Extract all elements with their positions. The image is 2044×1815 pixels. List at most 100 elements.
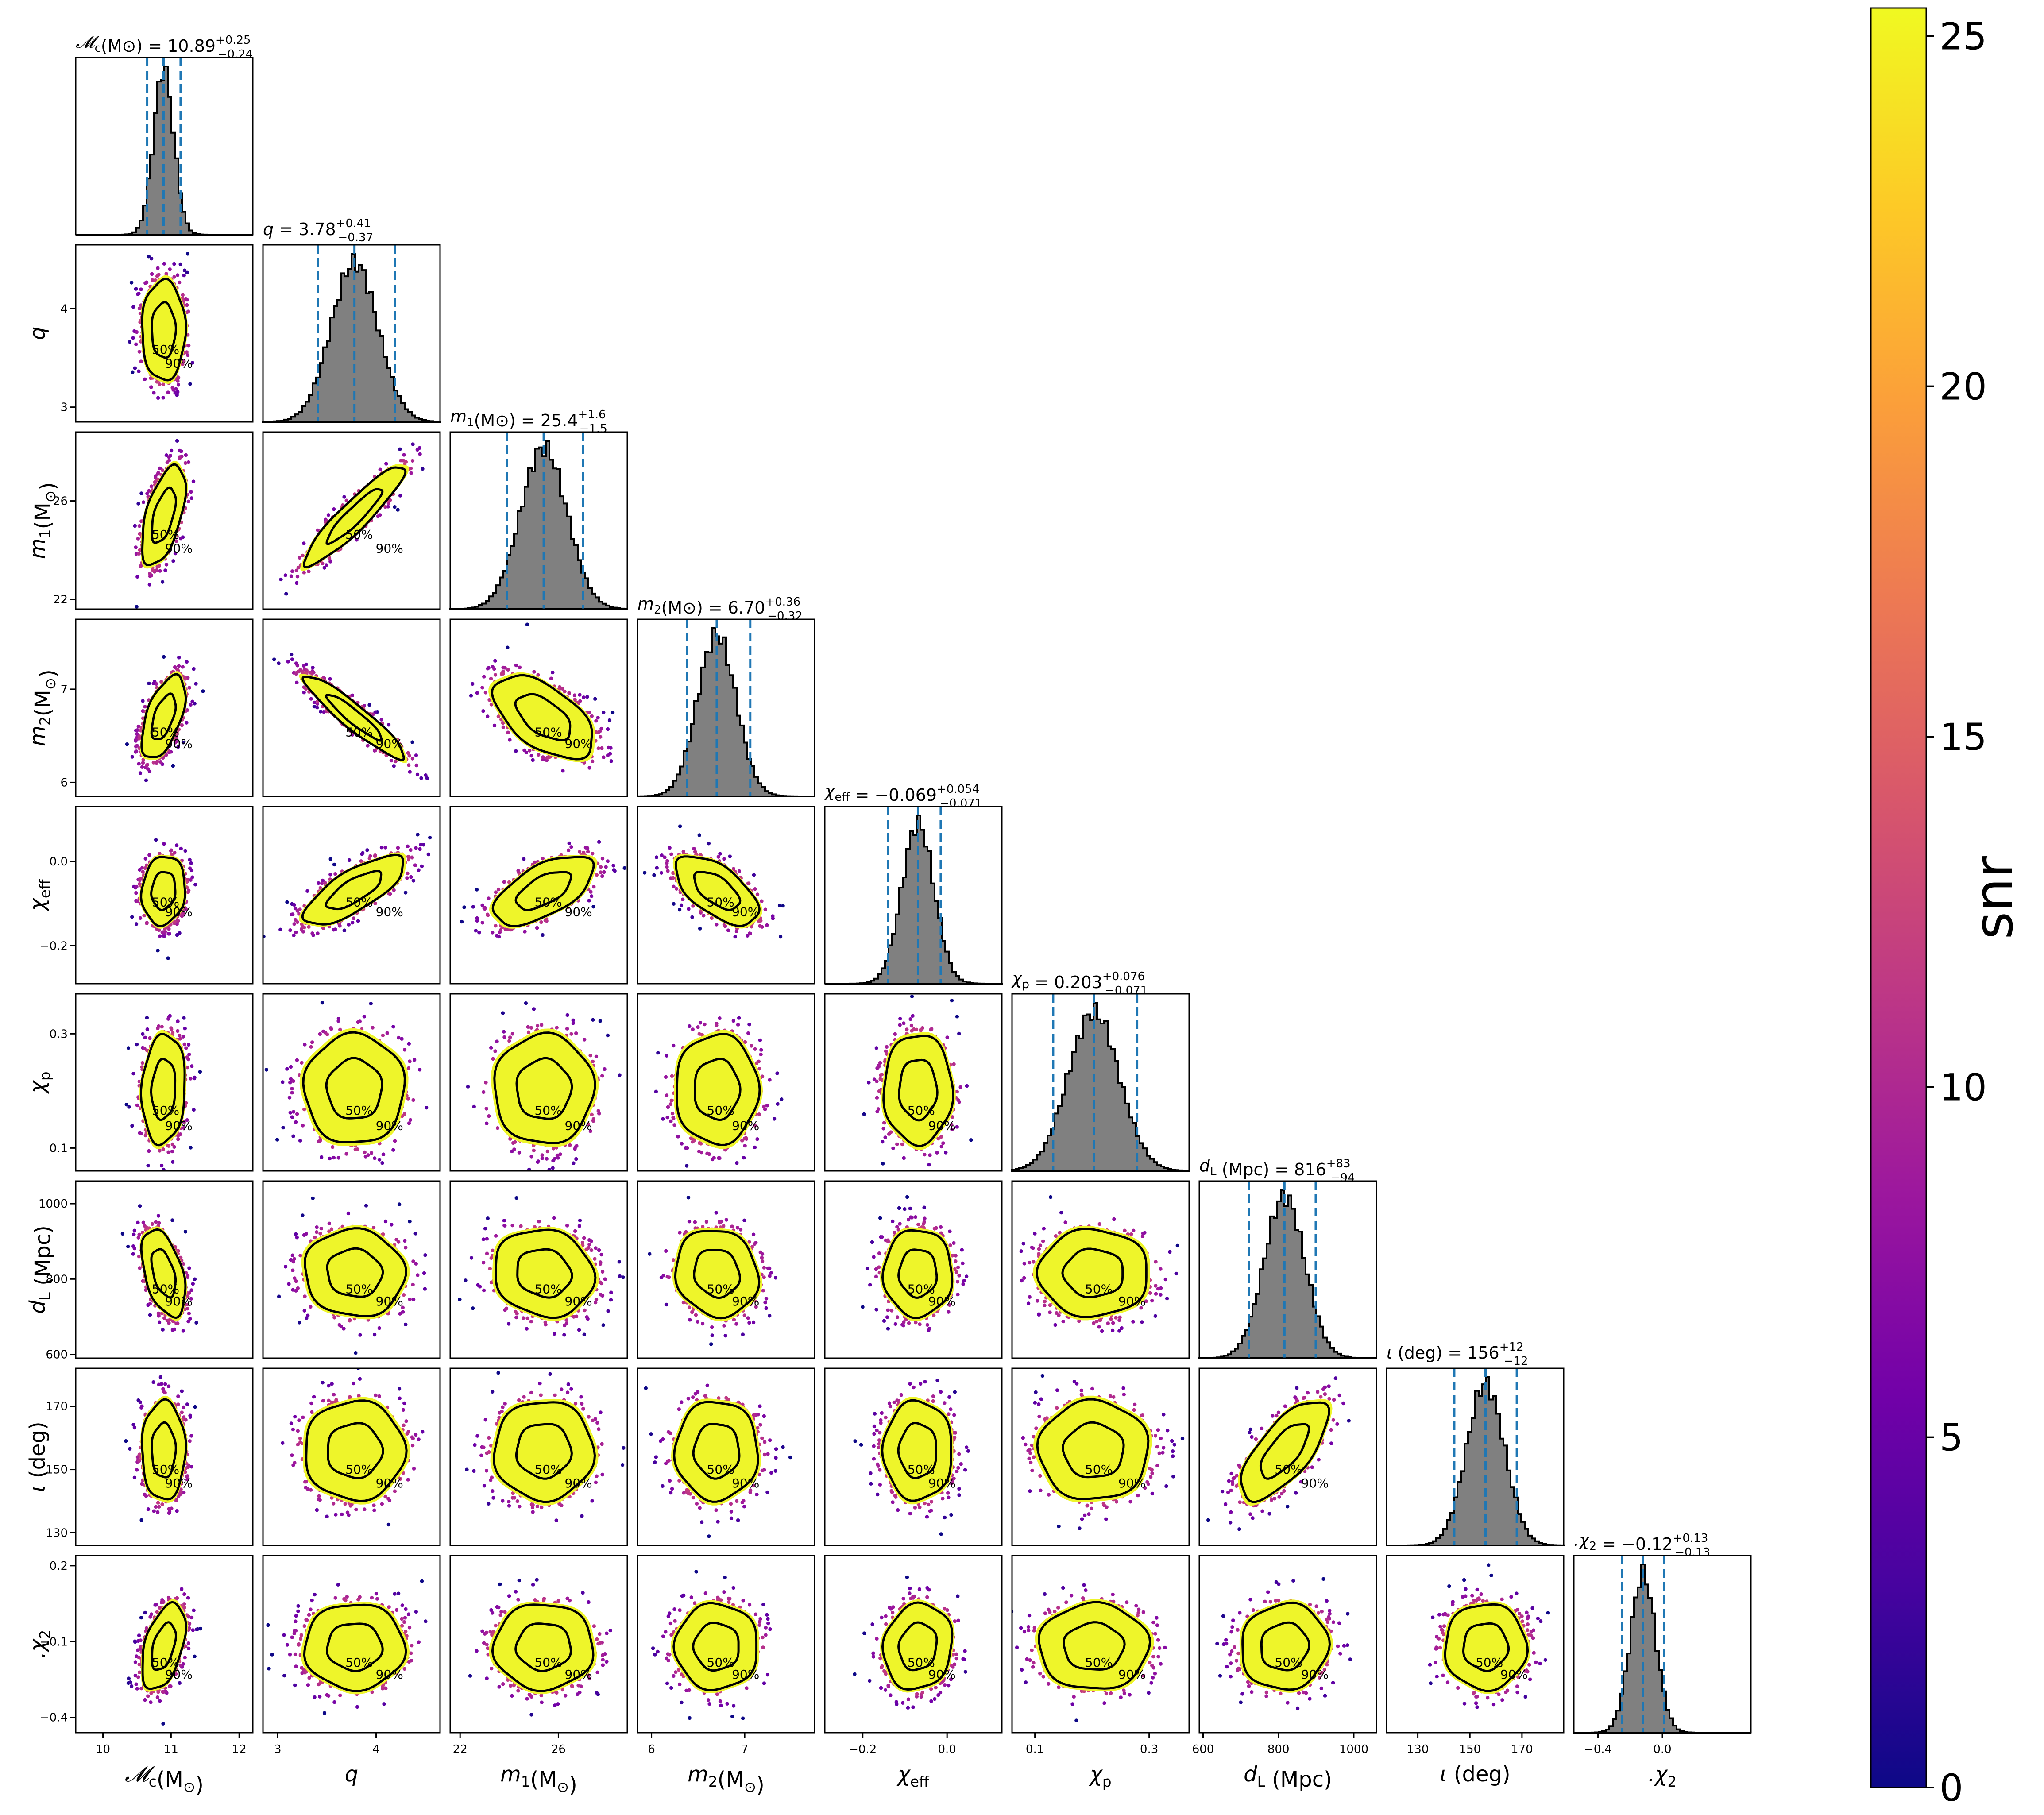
- contour-label-50: 50%: [1085, 1282, 1113, 1296]
- contour-label-90: 90%: [376, 737, 403, 751]
- hist-panel-2: m1(M⊙) = 25.4+1.6 −1.5: [449, 407, 628, 610]
- contour-90: [141, 278, 187, 382]
- contour-label-50: 50%: [534, 1282, 562, 1296]
- contour-50: [1062, 1421, 1125, 1479]
- contour-label-50: 50%: [345, 1103, 373, 1118]
- contour-50: [326, 1247, 384, 1298]
- contour-label-90: 90%: [928, 1119, 956, 1133]
- contour-label-90: 90%: [565, 737, 592, 751]
- contour-90: [881, 1229, 954, 1319]
- contour-label-90: 90%: [1118, 1667, 1146, 1682]
- contour-50: [151, 1421, 177, 1479]
- density-core: [302, 1397, 410, 1505]
- contour-90: [674, 1230, 761, 1320]
- x-tick-label: 170: [1511, 1743, 1533, 1756]
- contour-50: [150, 1248, 177, 1299]
- density-core: [1239, 1599, 1333, 1693]
- contour-label-90: 90%: [165, 1119, 193, 1133]
- colorbar-gradient: [1870, 7, 1927, 1788]
- contour-label-90: 90%: [565, 1476, 592, 1491]
- contour-50: [151, 1621, 178, 1671]
- contour-label-90: 90%: [376, 1667, 403, 1682]
- colorbar-tick-label: 20: [1940, 365, 1987, 409]
- contour-50: [1061, 1247, 1124, 1298]
- panel-frame: [75, 1367, 254, 1546]
- hist-panel-7: ι (deg) = 156+12 −12: [1386, 1340, 1565, 1546]
- panel-frame: [637, 1180, 815, 1359]
- contour-50: [325, 869, 383, 911]
- contour-90: [882, 1035, 954, 1147]
- contour-90: [140, 673, 187, 758]
- hist-title-1: q = 3.78+0.41 −0.37: [263, 217, 373, 244]
- x-axis-label-4: χeff: [896, 1762, 930, 1790]
- scatter-panel-8-4: 50%90% −0.2 0.0 χeff: [824, 1555, 1003, 1790]
- hist-panel-0: 𝓜c(M⊙) = 10.89+0.25 −0.24: [75, 32, 254, 236]
- x-tick-label: 1000: [1339, 1743, 1368, 1756]
- contour-label-90: 90%: [165, 737, 193, 751]
- contour-label-50: 50%: [152, 1462, 179, 1477]
- contour-label-50: 50%: [534, 725, 562, 740]
- y-tick-label: 130: [46, 1526, 68, 1540]
- y-tick-label: 600: [46, 1348, 68, 1361]
- scatter-panel-8-2: 50%90% 22 26 m1(M⊙): [449, 1555, 628, 1797]
- y-axis-label-3: m2(M⊙): [25, 669, 61, 746]
- contour-label-90: 90%: [565, 1119, 592, 1133]
- contour-label-50: 50%: [534, 895, 562, 910]
- contour-50: [150, 871, 177, 911]
- colorbar-tick-label: 25: [1940, 15, 1987, 58]
- scatter-panel-6-1: 50%90%: [262, 1180, 441, 1359]
- contour-90: [305, 1399, 408, 1502]
- contour-label-50: 50%: [707, 1282, 734, 1296]
- panel-frame: [824, 806, 1003, 985]
- x-tick-label: 3: [274, 1743, 282, 1756]
- y-axis-label-2: m1(M⊙): [25, 482, 61, 559]
- histogram-bars: [637, 627, 815, 797]
- contour-label-90: 90%: [376, 541, 403, 556]
- scatter-panel-7-3: 50%90%: [637, 1367, 815, 1546]
- contour-50: [515, 1423, 573, 1480]
- contour-90: [1036, 1398, 1150, 1500]
- contour-label-90: 90%: [1118, 1294, 1146, 1309]
- scatter-panel-5-1: 50%90%: [262, 993, 441, 1172]
- contour-50: [151, 486, 177, 544]
- x-tick-label: 10: [96, 1743, 110, 1756]
- contour-label-50: 50%: [1085, 1462, 1113, 1477]
- contour-50: [897, 1421, 937, 1479]
- contour-label-50: 50%: [345, 725, 373, 740]
- contour-50: [1259, 1423, 1310, 1480]
- y-axis-label-5: χp: [25, 1071, 54, 1094]
- panel-frame: [1011, 1367, 1190, 1546]
- hist-title-4: χeff = −0.069+0.054 −0.071: [824, 781, 982, 810]
- density-core: [674, 1030, 763, 1149]
- contour-label-50: 50%: [152, 342, 179, 357]
- x-axis-label-0: 𝓜c(M⊙): [125, 1762, 204, 1797]
- panel-frame: [449, 1180, 628, 1359]
- x-tick-label: 12: [232, 1743, 247, 1756]
- panel-frame: [1011, 1555, 1190, 1734]
- hist-title-6: dL (Mpc) = 816+83 −94: [1199, 1156, 1355, 1185]
- y-axis-label-1: q: [25, 327, 50, 340]
- x-axis-label-8: .χ2: [1648, 1762, 1677, 1790]
- contour-label-50: 50%: [707, 1655, 734, 1670]
- scatter-panel-3-1: 50%90%: [262, 618, 441, 797]
- contour-label-90: 90%: [732, 1119, 759, 1133]
- contour-50: [151, 301, 177, 359]
- contour-label-50: 50%: [534, 1655, 562, 1670]
- x-tick-label: 4: [372, 1743, 380, 1756]
- y-tick-label: 1000: [39, 1197, 68, 1211]
- contour-50: [150, 1058, 177, 1121]
- colorbar-label: snr: [1963, 856, 2025, 939]
- density-core: [1033, 1395, 1152, 1503]
- hist-title-3: m2(M⊙) = 6.70+0.36 −0.32: [638, 594, 803, 623]
- contour-50: [693, 871, 742, 911]
- contour-50: [1063, 1621, 1126, 1671]
- contour-90: [493, 1401, 596, 1503]
- y-tick-label: 3: [60, 401, 68, 414]
- density-core: [301, 1225, 410, 1320]
- histogram-bars: [1011, 1002, 1190, 1172]
- contour-label-90: 90%: [1500, 1667, 1528, 1682]
- x-axis-label-3: m2(M⊙): [688, 1762, 765, 1797]
- histogram-bars: [1574, 1564, 1751, 1734]
- scatter-panel-3-0: 50%90% 6 7m2(M⊙): [25, 618, 254, 797]
- contour-90: [495, 1228, 597, 1319]
